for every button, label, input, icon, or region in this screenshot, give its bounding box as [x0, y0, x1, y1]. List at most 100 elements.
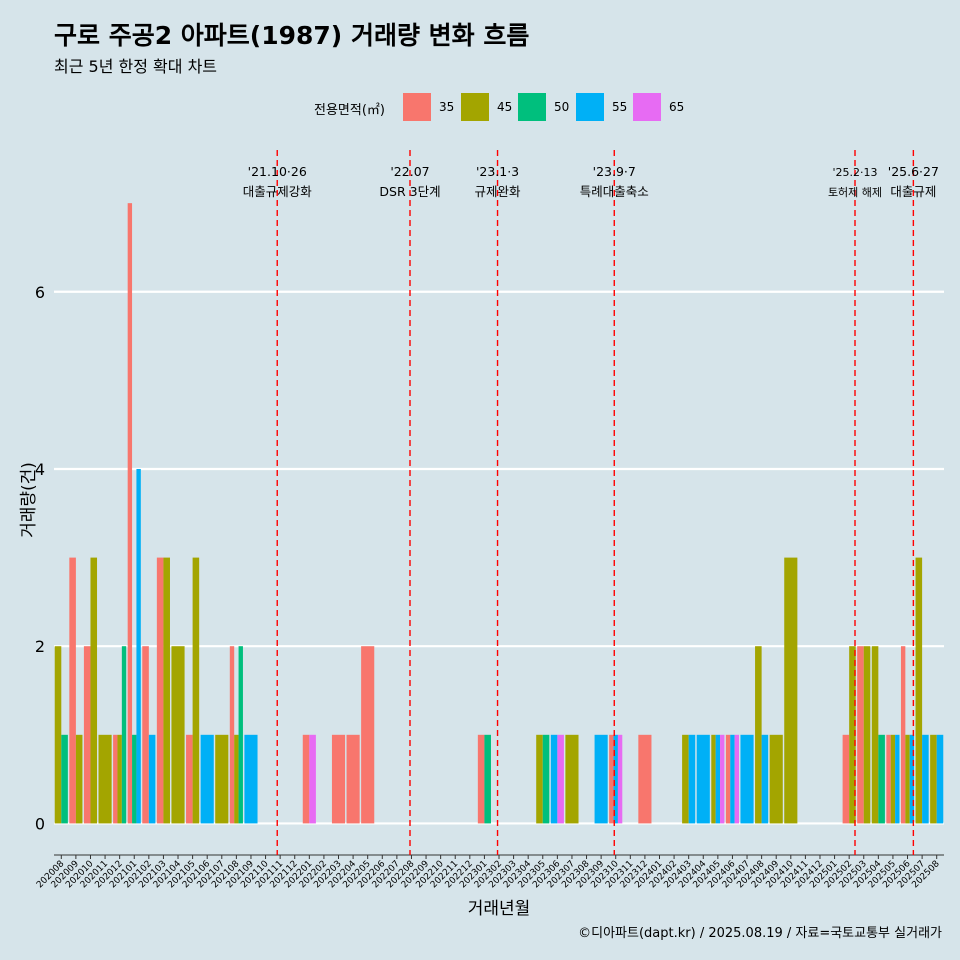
bar [98, 734, 112, 824]
event-name-label: 대출규제 [890, 184, 936, 199]
bar [594, 734, 608, 824]
y-axis-title: 거래량(건) [19, 462, 39, 538]
bar [857, 646, 864, 824]
legend-swatch-50 [518, 93, 546, 121]
legend-label-50: 50 [554, 100, 570, 114]
bar [863, 646, 871, 824]
event-date-label: '23.1·3 [476, 164, 519, 179]
y-tick-label: 0 [35, 814, 45, 833]
bar [244, 734, 258, 824]
bar [136, 468, 141, 824]
legend: 전용면적(㎡) 35 45 50 55 65 [0, 92, 960, 122]
legend-label-35: 35 [439, 100, 455, 114]
bar [871, 646, 879, 824]
event-date-label: '25.2·13 [832, 166, 877, 179]
bar [842, 734, 850, 824]
bar [238, 646, 243, 824]
bar [69, 557, 76, 824]
bar [550, 734, 558, 824]
y-tick-label: 2 [35, 637, 45, 656]
bar [740, 734, 754, 824]
bar [915, 557, 923, 824]
bar [117, 734, 122, 824]
bar [229, 646, 235, 824]
event-date-label: '23.9·7 [593, 164, 636, 179]
bar [192, 557, 200, 824]
bar [215, 734, 229, 824]
bar [132, 734, 137, 824]
bar [142, 646, 149, 824]
bar [734, 734, 740, 824]
bar [725, 734, 731, 824]
bar [234, 734, 239, 824]
legend-label-45: 45 [497, 100, 513, 114]
y-tick-label: 4 [35, 460, 45, 479]
bar [769, 734, 783, 824]
bar [900, 646, 906, 824]
legend-title: 전용면적(㎡) [314, 103, 385, 118]
event-name-label: 대출규제강화 [243, 184, 313, 199]
bar [905, 734, 910, 824]
legend-label-65: 65 [669, 100, 685, 114]
bar [715, 734, 721, 824]
bar [696, 734, 710, 824]
bar [163, 557, 170, 824]
bar [922, 734, 929, 824]
bar [346, 734, 360, 824]
caption: ©디아파트(dapt.kr) / 2025.08.19 / 자료=국토교통부 실… [578, 926, 942, 941]
bar [484, 734, 491, 824]
y-tick-label: 6 [35, 283, 45, 302]
bar [784, 557, 798, 824]
event-name-label: 특례대출축소 [580, 184, 649, 199]
bar [477, 734, 485, 824]
bar [936, 734, 944, 824]
bar [730, 734, 735, 824]
bar [309, 734, 316, 824]
bar [557, 734, 564, 824]
bar [302, 734, 310, 824]
bar [895, 734, 900, 824]
event-name-label: DSR 3단계 [379, 184, 440, 199]
legend-swatch-45 [461, 93, 489, 121]
bar [638, 734, 652, 824]
bar [909, 734, 915, 824]
event-date-label: '21.10·26 [248, 164, 307, 179]
legend-label-55: 55 [612, 100, 628, 114]
bar [720, 734, 725, 824]
bar [682, 734, 689, 824]
bar [930, 734, 937, 824]
x-axis-title: 거래년월 [468, 899, 531, 919]
event-name-label: 규제완화 [475, 184, 522, 199]
bar [536, 734, 543, 824]
bar [688, 734, 696, 824]
bar [331, 734, 346, 824]
bar [148, 734, 156, 824]
bar [886, 734, 891, 824]
bar [609, 734, 614, 824]
bar [90, 557, 98, 824]
chart-subtitle: 최근 5년 한정 확대 차트 [54, 57, 218, 76]
bar [61, 734, 68, 824]
bar [849, 646, 856, 824]
bar [542, 734, 550, 824]
event-name-label: 토허제 해제 [828, 185, 882, 199]
chart-title: 구로 주공2 아파트(1987) 거래량 변화 흐름 [54, 21, 530, 50]
event-date-label: '22.07 [390, 164, 429, 179]
event-date-label: '25.6·27 [888, 164, 939, 179]
bar [565, 734, 579, 824]
bar [83, 646, 91, 824]
bar [75, 734, 83, 824]
bar [761, 734, 769, 824]
legend-swatch-35 [403, 93, 431, 121]
bar [890, 734, 896, 824]
bar [755, 646, 762, 824]
bar [54, 646, 62, 824]
bar [200, 734, 214, 824]
bar [711, 734, 716, 824]
bar [171, 646, 185, 824]
bar [613, 734, 618, 824]
bar [113, 734, 118, 824]
bar [361, 646, 375, 824]
bar [121, 646, 127, 824]
